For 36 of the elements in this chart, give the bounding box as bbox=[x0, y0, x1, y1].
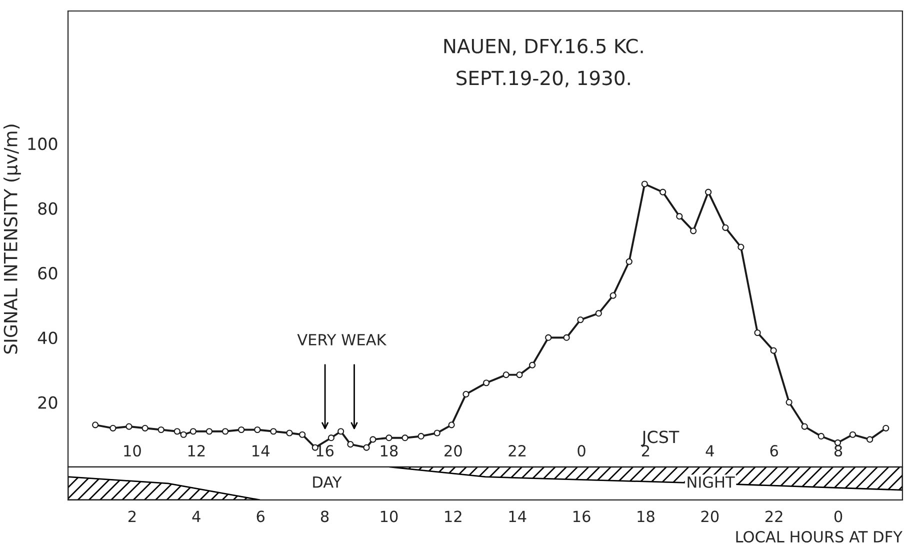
x2-tick-label: 8 bbox=[834, 445, 842, 457]
y-tick-label: 100 bbox=[28, 138, 58, 150]
x-tick-label: 16 bbox=[573, 510, 590, 522]
x-tick-label: 2 bbox=[128, 510, 136, 522]
x-axis-title: LOCAL HOURS AT DFY bbox=[736, 530, 902, 543]
x-tick-label: 22 bbox=[765, 510, 782, 522]
text: DAY bbox=[313, 476, 342, 488]
x-tick-label: 10 bbox=[380, 510, 398, 522]
annotation: VERY WEAK bbox=[297, 334, 387, 346]
x2-tick-label: 22 bbox=[508, 445, 526, 456]
x2-tick-label: 2 bbox=[642, 445, 650, 456]
y-axis-title: SIGNAL INTENSITY (μv/m) bbox=[3, 124, 21, 354]
y-tick-label: 40 bbox=[38, 332, 58, 344]
text: NAUEN, DFY.16.5 KC. bbox=[444, 38, 643, 56]
x-tick-label: 4 bbox=[192, 510, 200, 522]
y-tick-label: 20 bbox=[38, 396, 58, 409]
x-tick-label: 0 bbox=[834, 510, 842, 522]
x-tick-label: 8 bbox=[320, 510, 329, 522]
x2-tick-label: 0 bbox=[578, 445, 586, 457]
text: NIGHT bbox=[688, 476, 735, 488]
x2-tick-label: 10 bbox=[124, 445, 141, 457]
y-tick-label: 80 bbox=[38, 202, 58, 215]
x-tick-label: 6 bbox=[256, 510, 264, 522]
x2-tick-label: 6 bbox=[770, 445, 778, 457]
x2-tick-label: 12 bbox=[188, 445, 205, 456]
x-tick-label: 18 bbox=[638, 510, 654, 522]
x-tick-label: 14 bbox=[509, 510, 526, 522]
x-tick-label: 20 bbox=[701, 510, 719, 522]
x2-tick-label: 20 bbox=[444, 445, 462, 457]
x-tick-label: 12 bbox=[445, 510, 462, 522]
x2-axis-title: JCST bbox=[640, 430, 680, 446]
x2-tick-label: 18 bbox=[380, 445, 398, 457]
text: SEPT.19-20, 1930. bbox=[456, 70, 630, 88]
y-tick-label: 60 bbox=[38, 266, 58, 280]
x2-tick-label: 14 bbox=[252, 445, 270, 456]
x2-tick-label: 4 bbox=[706, 445, 714, 456]
